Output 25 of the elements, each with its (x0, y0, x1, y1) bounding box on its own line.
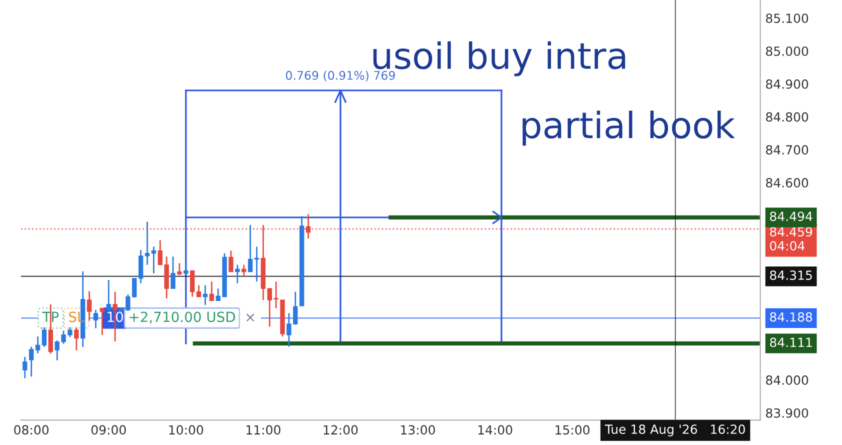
data-label: 84.111 (770, 338, 812, 348)
x-tick-label: 10:00 (169, 425, 204, 435)
x-tick-label: 15:00 (556, 425, 590, 435)
y-tick-label: 84.600 (766, 178, 808, 188)
y-tick-label: 85.000 (766, 46, 808, 56)
ref-line-label: Tue 18 Aug '26 16:20 (604, 424, 745, 436)
y-tick-label: 84.000 (766, 375, 808, 385)
y-tick-label: 85.100 (766, 14, 808, 24)
x-tick-label: 14:00 (478, 425, 512, 435)
ref-line-label: 84.459 04:04 (770, 227, 812, 251)
x-tick-label: 13:00 (401, 425, 435, 435)
data-label: 84.494 (770, 212, 812, 222)
annotation: +2,710.00 USD (130, 312, 236, 324)
y-tick-label: 84.700 (766, 145, 808, 155)
y-tick-label: 84.900 (766, 79, 808, 89)
y-tick-label: 84.800 (766, 112, 808, 122)
annotation: × (246, 314, 254, 322)
x-tick-label: 12:00 (324, 425, 358, 435)
x-tick-label: 08:00 (14, 425, 49, 435)
annotation: 0.769 (0.91%) 769 (286, 70, 395, 82)
ref-line-label: 84.315 (770, 270, 812, 280)
x-tick-label: 09:00 (91, 425, 126, 435)
ref-line-label: 84.188 (770, 312, 812, 322)
x-tick-label: 11:00 (246, 425, 280, 435)
y-tick-label: 83.900 (766, 408, 808, 418)
